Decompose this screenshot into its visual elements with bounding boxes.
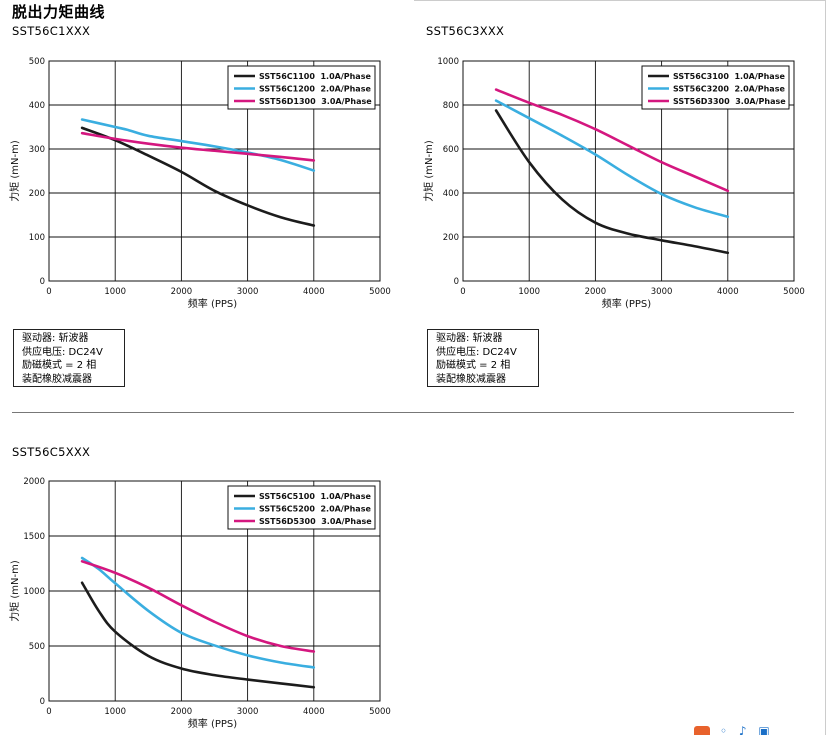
y-tick-label: 1000	[437, 57, 459, 67]
x-axis-label: 频率 (PPS)	[188, 717, 237, 730]
x-tick-label: 0	[46, 707, 51, 717]
x-tick-label: 1000	[104, 287, 126, 297]
spec-driver: 驱动器: 斩波器	[22, 333, 89, 344]
spec-driver: 驱动器: 斩波器	[436, 333, 503, 344]
x-tick-label: 5000	[369, 287, 391, 297]
legend-label: SST56D1300 3.0A/Phase	[259, 97, 372, 106]
x-tick-label: 0	[460, 287, 465, 297]
torque-chart-sst56c5: 0 1000 2000 3000 4000 50000500100015002000频率 …	[8, 477, 391, 730]
x-tick-label: 3000	[651, 287, 673, 297]
y-tick-label: 200	[29, 189, 45, 199]
y-tick-label: 200	[443, 233, 459, 243]
x-tick-label: 1000	[518, 287, 540, 297]
legend-label: SST56C1200 2.0A/Phase	[259, 85, 371, 94]
page-top-edge	[414, 0, 826, 1]
y-tick-label: 500	[29, 57, 45, 67]
x-tick-label: 4000	[303, 287, 325, 297]
torque-chart-sst56c1: 0 1000 2000 3000 4000 5000 0 100 200 300 400 500 频率 …	[8, 57, 391, 310]
spec-excitation: 励磁模式 = 2 相	[22, 360, 97, 371]
x-tick-label: 5000	[783, 287, 805, 297]
y-tick-label: 1500	[23, 532, 45, 542]
series-line-3	[80, 560, 316, 653]
series-line-1	[494, 109, 730, 255]
chart-1-model-title: SST56C1XXX	[12, 24, 91, 38]
bottom-toolbar-fragment[interactable]: ◦ ♪ ▣	[688, 724, 826, 735]
section-divider	[12, 412, 794, 413]
legend-label: SST56C3100 1.0A/Phase	[673, 72, 785, 81]
x-tick-label: 4000	[717, 287, 739, 297]
spec-voltage: 供应电压: DC24V	[22, 346, 103, 358]
y-tick-label: 400	[29, 101, 45, 111]
y-tick-label: 0	[40, 697, 45, 707]
x-axis-label: 频率 (PPS)	[188, 297, 237, 310]
x-tick-label: 4000	[303, 707, 325, 717]
legend-label: SST56C3200 2.0A/Phase	[673, 85, 785, 94]
y-tick-label: 1000	[23, 587, 45, 597]
x-tick-label: 3000	[237, 287, 259, 297]
legend-label: SST56D5300 3.0A/Phase	[259, 517, 372, 526]
spec-voltage: 供应电压: DC24V	[436, 346, 517, 358]
y-tick-label: 300	[29, 145, 45, 155]
spec-excitation: 励磁模式 = 2 相	[436, 360, 511, 371]
toolbar-icons[interactable]: ◦ ♪ ▣	[720, 724, 774, 735]
x-tick-label: 2000	[585, 287, 607, 297]
torque-chart-sst56c3: 0 1000 2000 3000 4000 5000 0 200 400 600 800 1000 频率…	[422, 57, 805, 310]
series-line-1	[80, 126, 316, 227]
x-tick-label: 0	[46, 287, 51, 297]
x-tick-label: 3000	[237, 707, 259, 717]
spec-box-sst56c1: 驱动器: 斩波器 供应电压: DC24V 励磁模式 = 2 相 装配橡胶减震器	[13, 329, 125, 387]
series-line-3	[494, 88, 730, 193]
series-line-1	[80, 581, 316, 689]
x-axis-label: 频率 (PPS)	[602, 297, 651, 310]
legend-label: SST56D3300 3.0A/Phase	[673, 97, 786, 106]
plot-frame	[462, 60, 795, 282]
chart-3-model-title: SST56C5XXX	[12, 445, 91, 459]
series-line-2	[494, 99, 730, 219]
plot-frame	[48, 480, 381, 702]
y-tick-label: 800	[443, 101, 459, 111]
y-tick-label: 500	[29, 642, 45, 652]
legend-label: SST56C5200 2.0A/Phase	[259, 505, 371, 514]
spec-damper: 装配橡胶减震器	[22, 373, 92, 385]
app-logo-icon[interactable]	[694, 726, 710, 735]
spec-damper: 装配橡胶减震器	[436, 373, 506, 385]
spec-box-sst56c3: 驱动器: 斩波器 供应电压: DC24V 励磁模式 = 2 相 装配橡胶减震器	[427, 329, 539, 387]
plot-frame	[48, 60, 381, 282]
chart-2-model-title: SST56C3XXX	[426, 24, 505, 38]
y-tick-label: 2000	[23, 477, 45, 487]
y-tick-label: 0	[454, 277, 459, 287]
x-tick-label: 5000	[369, 707, 391, 717]
y-tick-label: 100	[29, 233, 45, 243]
x-tick-label: 1000	[104, 707, 126, 717]
page-title: 脱出力矩曲线	[12, 3, 106, 21]
series-line-2	[80, 556, 316, 669]
y-tick-label: 400	[443, 189, 459, 199]
y-tick-label: 0	[40, 277, 45, 287]
y-axis-label: 力矩 (mN-m)	[422, 140, 435, 202]
y-axis-label: 力矩 (mN-m)	[8, 560, 21, 622]
series-line-2	[80, 118, 316, 172]
y-tick-label: 600	[443, 145, 459, 155]
x-tick-label: 2000	[171, 707, 193, 717]
y-axis-label: 力矩 (mN-m)	[8, 140, 21, 202]
series-line-3	[80, 131, 316, 162]
x-tick-label: 2000	[171, 287, 193, 297]
legend-label: SST56C1100 1.0A/Phase	[259, 72, 371, 81]
legend-label: SST56C5100 1.0A/Phase	[259, 492, 371, 501]
